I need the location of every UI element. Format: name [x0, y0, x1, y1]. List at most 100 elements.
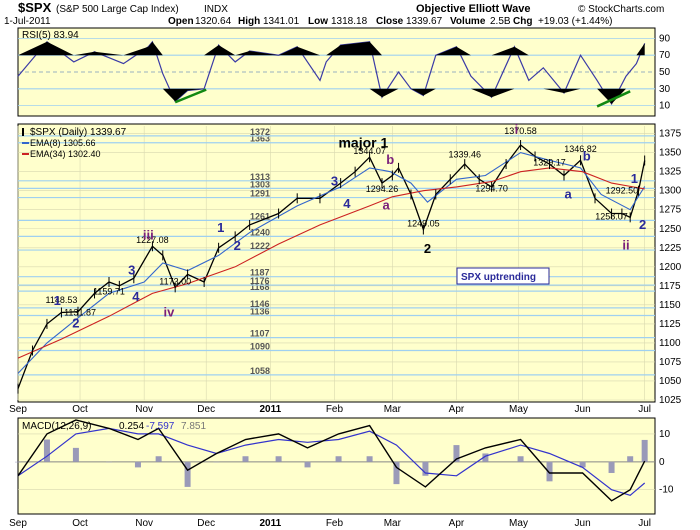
close-label: Close — [376, 16, 404, 27]
macd-histogram-bar — [106, 461, 112, 463]
fib-level-label: 1176 — [250, 276, 270, 286]
wave-label: 1 — [631, 171, 638, 186]
wave-label: 2 — [72, 316, 79, 331]
chg-label: Chg — [513, 16, 532, 27]
price-tick-label: 1100 — [659, 338, 681, 349]
price-annotation: 1344.07 — [353, 146, 386, 156]
macd-histogram-bar — [15, 461, 21, 463]
macd-histogram-bar — [43, 439, 50, 462]
x-tick-label: 2011 — [259, 518, 281, 529]
macd-histogram-bar — [641, 439, 648, 462]
x-tick-label: May — [509, 518, 528, 529]
low-value: 1318.18 — [331, 16, 368, 27]
x-tick-label: Mar — [384, 518, 402, 529]
ema-fast-label: EMA(8) 1305.66 — [30, 138, 96, 148]
price-tick-label: 1200 — [659, 262, 682, 273]
rsi-tick-label: 30 — [659, 84, 671, 95]
wave-label: b — [386, 152, 394, 167]
macd-histogram-bar — [134, 461, 141, 468]
price-annotation: 1294.70 — [475, 184, 508, 194]
macd-histogram-bar — [304, 461, 311, 468]
chg-value: +19.03 (+1.44%) — [538, 16, 613, 27]
rsi-oversold-fill — [18, 88, 645, 104]
price-tick-label: 1050 — [659, 376, 682, 387]
wave-label: a — [565, 186, 573, 201]
price-annotation: 1227.08 — [136, 235, 169, 245]
fib-level-label: 1090 — [250, 342, 270, 352]
macd-signal-line — [17, 427, 646, 496]
high-value: 1341.01 — [263, 16, 300, 27]
macd-histogram-bar — [184, 461, 191, 487]
price-annotation: 1148.53 — [45, 295, 77, 305]
wave-label: 3 — [128, 262, 135, 277]
chart-copyright: © StockCharts.com — [578, 4, 664, 15]
wave-label: 1 — [217, 220, 224, 235]
note-box: SPX uptrending — [456, 267, 550, 285]
ohlc-readout: Open 1320.64 High 1341.01 Low 1318.18 Cl… — [168, 16, 613, 27]
wave-label: major 1 — [338, 134, 388, 150]
ema-fast-swatch — [22, 142, 29, 144]
low-label: Low — [308, 16, 328, 27]
note-text: SPX uptrending — [461, 272, 536, 283]
fib-level-label: 1313 — [250, 172, 270, 182]
ema-fast-legend: EMA(8) 1305.66 — [22, 138, 96, 148]
note-box-bg — [456, 267, 550, 285]
fib-level-label: 1372 — [250, 127, 270, 137]
macd-histogram-bar — [627, 456, 634, 462]
fib-level-label: 1303 — [250, 179, 270, 189]
fib-level-label: 1058 — [250, 366, 270, 376]
price-tick-label: 1300 — [659, 186, 682, 197]
wave-label: 2 — [424, 241, 431, 256]
macd-legend-hist: 7.851 — [181, 421, 206, 432]
fib-level-label: 1136 — [250, 307, 270, 317]
x-tick-label: May — [509, 404, 528, 415]
price-annotation: 1329.17 — [533, 157, 566, 167]
price-tick-label: 1075 — [659, 357, 682, 368]
price-tick-label: 1225 — [659, 243, 682, 254]
price-legend-marker — [22, 128, 24, 136]
macd-histogram-bar — [453, 445, 460, 462]
chart-name: (S&P 500 Large Cap Index) — [56, 4, 179, 15]
open-value: 1320.64 — [195, 16, 232, 27]
x-tick-label: Feb — [326, 404, 344, 415]
macd-panel — [17, 417, 656, 515]
volume-value: 2.5B — [490, 16, 511, 27]
ema-slow-label: EMA(34) 1302.40 — [30, 149, 101, 159]
price-annotation: 1173.00 — [159, 276, 191, 286]
macd-legend-signal: -7.597 — [146, 421, 175, 432]
macd-tick-label: 10 — [659, 429, 671, 440]
macd-legend: MACD(12,26,9) 0.254 -7.597 7.851 — [22, 421, 206, 432]
rsi-tick-label: 50 — [659, 67, 671, 78]
macd-histogram-bar — [242, 456, 249, 462]
high-label: High — [238, 16, 260, 27]
price-tick-label: 1150 — [659, 300, 681, 311]
wave-label: iv — [164, 304, 176, 319]
wave-label: a — [383, 198, 391, 213]
price-annotation: 1258.07 — [595, 212, 628, 222]
price-annotation: 1346.82 — [564, 144, 597, 154]
x-tick-label: Apr — [449, 518, 465, 529]
x-tick-label: Sep — [9, 404, 27, 415]
close-value: 1339.67 — [406, 16, 443, 27]
price-tick-label: 1025 — [659, 395, 682, 406]
macd-histogram-bar — [393, 461, 400, 485]
rsi-tick-label: 70 — [659, 50, 671, 61]
macd-chart: -10 0 10 — [15, 419, 674, 502]
chart-symbol: $SPX — [18, 0, 52, 15]
fib-level-label: 1107 — [250, 329, 270, 339]
x-tick-label: Dec — [197, 518, 215, 529]
wave-label: 3 — [331, 173, 338, 188]
x-tick-label: Sep — [9, 518, 27, 529]
price-tick-label: 1125 — [659, 319, 681, 330]
fib-level-label: 1222 — [250, 241, 270, 251]
wave-label: 4 — [132, 289, 140, 304]
price-tick-label: 1325 — [659, 167, 682, 178]
price-annotation: 1159.71 — [93, 286, 125, 296]
x-tick-label: Jul — [638, 404, 651, 415]
fib-level-label: 1261 — [250, 211, 270, 221]
fib-level-label: 1146 — [250, 299, 270, 309]
macd-legend-name: MACD(12,26,9) — [22, 421, 91, 432]
macd-histogram-bar — [608, 461, 615, 473]
rsi-trendline — [174, 88, 207, 104]
price-annotation: 1339.46 — [448, 150, 481, 160]
